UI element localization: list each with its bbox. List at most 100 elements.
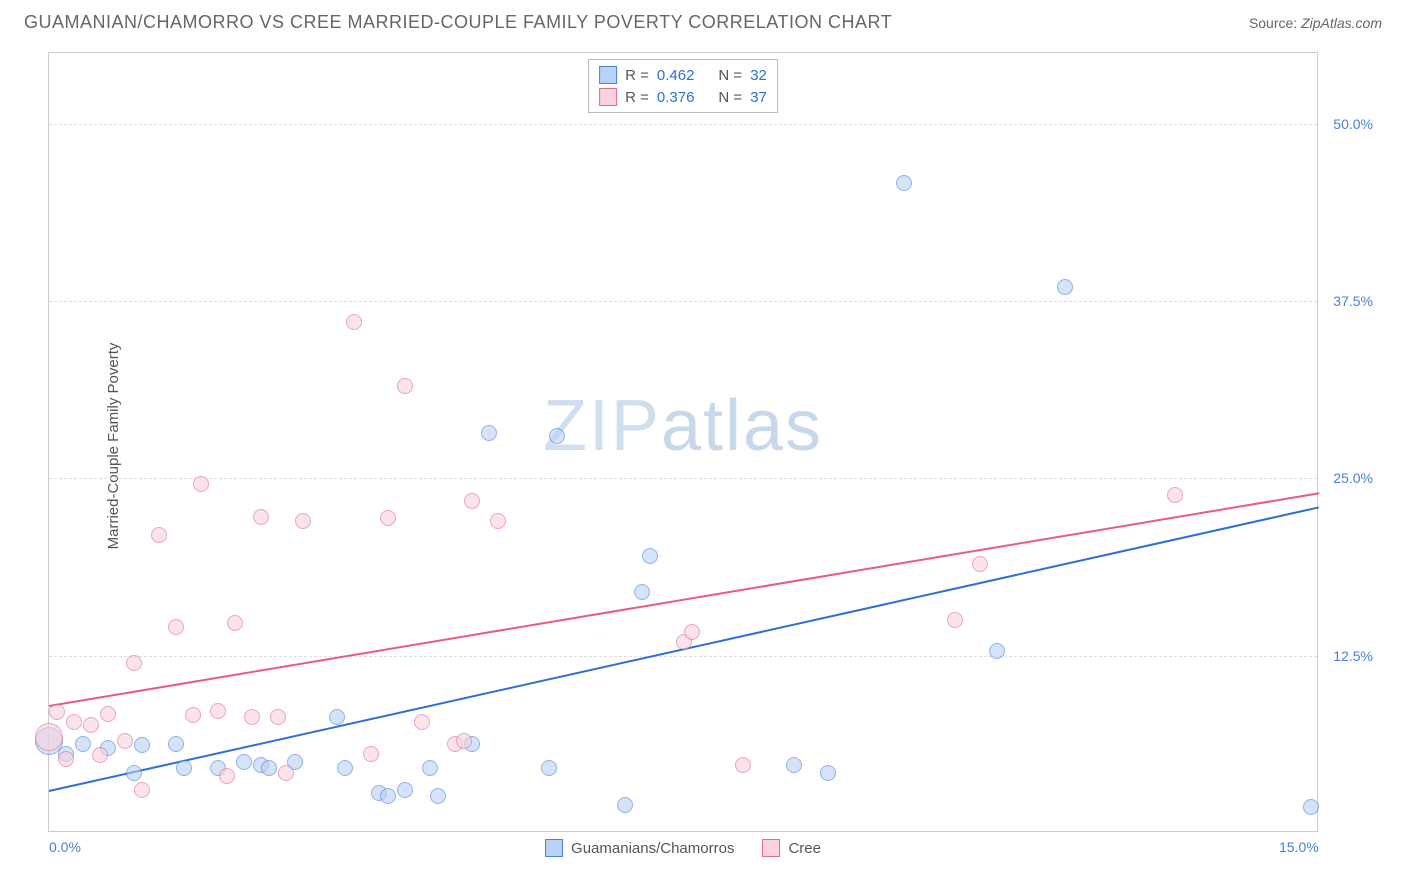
stat-n-label: N = — [718, 89, 742, 106]
data-point-series-0 — [1057, 279, 1073, 295]
data-point-series-0 — [329, 709, 345, 725]
legend-swatch-0 — [545, 839, 563, 857]
source-attribution: Source: ZipAtlas.com — [1249, 15, 1382, 31]
data-point-series-1 — [193, 476, 209, 492]
data-point-series-1 — [244, 709, 260, 725]
legend-item-1: Cree — [762, 839, 821, 857]
data-point-series-0 — [617, 797, 633, 813]
data-point-series-1 — [117, 733, 133, 749]
data-point-series-1 — [100, 706, 116, 722]
stats-row-series-0: R = 0.462 N = 32 — [599, 64, 767, 86]
y-tick-label: 25.0% — [1333, 470, 1373, 486]
stats-row-series-1: R = 0.376 N = 37 — [599, 86, 767, 108]
stats-legend-box: R = 0.462 N = 32 R = 0.376 N = 37 — [588, 59, 778, 113]
data-point-series-0 — [380, 788, 396, 804]
stat-r-value-0: 0.462 — [657, 67, 695, 84]
data-point-series-0 — [820, 765, 836, 781]
watermark-part2: atlas — [661, 386, 823, 466]
stat-n-value-0: 32 — [750, 67, 767, 84]
legend-item-0: Guamanians/Chamorros — [545, 839, 734, 857]
data-point-series-0 — [126, 765, 142, 781]
swatch-series-1 — [599, 88, 617, 106]
data-point-series-1 — [414, 714, 430, 730]
data-point-series-0 — [337, 760, 353, 776]
data-point-series-1 — [972, 556, 988, 572]
x-tick-label: 15.0% — [1279, 839, 1319, 855]
stat-r-label: R = — [625, 67, 649, 84]
data-point-series-1 — [947, 612, 963, 628]
data-point-series-1 — [684, 624, 700, 640]
data-point-series-1 — [490, 513, 506, 529]
legend-swatch-1 — [762, 839, 780, 857]
data-point-series-0 — [397, 782, 413, 798]
data-point-series-1 — [134, 782, 150, 798]
data-point-series-0 — [481, 425, 497, 441]
y-tick-label: 12.5% — [1333, 648, 1373, 664]
source-prefix: Source: — [1249, 15, 1301, 31]
data-point-series-0 — [896, 175, 912, 191]
gridline — [49, 656, 1317, 657]
stat-n-value-1: 37 — [750, 89, 767, 106]
data-point-series-1 — [346, 314, 362, 330]
data-point-series-0 — [176, 760, 192, 776]
source-name: ZipAtlas.com — [1301, 15, 1382, 31]
stat-n-label: N = — [718, 67, 742, 84]
data-point-series-0 — [134, 737, 150, 753]
data-point-series-1 — [219, 768, 235, 784]
x-tick-label: 0.0% — [49, 839, 81, 855]
data-point-series-1 — [380, 510, 396, 526]
data-point-series-1 — [83, 717, 99, 733]
data-point-series-0 — [634, 584, 650, 600]
data-point-series-1 — [278, 765, 294, 781]
data-point-series-1 — [35, 723, 63, 751]
data-point-series-0 — [168, 736, 184, 752]
data-point-series-0 — [236, 754, 252, 770]
data-point-series-0 — [261, 760, 277, 776]
legend-label-1: Cree — [788, 840, 821, 857]
data-point-series-1 — [1167, 487, 1183, 503]
stat-r-value-1: 0.376 — [657, 89, 695, 106]
watermark: ZIPatlas — [543, 385, 823, 467]
data-point-series-0 — [75, 736, 91, 752]
data-point-series-1 — [227, 615, 243, 631]
gridline — [49, 301, 1317, 302]
data-point-series-1 — [185, 707, 201, 723]
scatter-chart: ZIPatlas R = 0.462 N = 32 R = 0.376 N = … — [48, 52, 1318, 832]
data-point-series-1 — [456, 733, 472, 749]
data-point-series-0 — [422, 760, 438, 776]
data-point-series-0 — [989, 643, 1005, 659]
data-point-series-1 — [397, 378, 413, 394]
gridline — [49, 124, 1317, 125]
data-point-series-0 — [430, 788, 446, 804]
data-point-series-0 — [541, 760, 557, 776]
legend-label-0: Guamanians/Chamorros — [571, 840, 734, 857]
swatch-series-0 — [599, 66, 617, 84]
data-point-series-1 — [464, 493, 480, 509]
data-point-series-1 — [363, 746, 379, 762]
trendline-series-0 — [49, 507, 1319, 793]
trendline-series-1 — [49, 493, 1319, 708]
chart-title: GUAMANIAN/CHAMORRO VS CREE MARRIED-COUPL… — [24, 12, 892, 33]
data-point-series-1 — [151, 527, 167, 543]
data-point-series-0 — [642, 548, 658, 564]
data-point-series-1 — [58, 751, 74, 767]
data-point-series-1 — [126, 655, 142, 671]
gridline — [49, 478, 1317, 479]
data-point-series-1 — [735, 757, 751, 773]
y-tick-label: 37.5% — [1333, 293, 1373, 309]
data-point-series-1 — [92, 747, 108, 763]
data-point-series-1 — [66, 714, 82, 730]
data-point-series-1 — [295, 513, 311, 529]
watermark-part1: ZIP — [543, 386, 661, 466]
data-point-series-1 — [253, 509, 269, 525]
series-legend: Guamanians/Chamorros Cree — [545, 839, 821, 857]
data-point-series-0 — [786, 757, 802, 773]
data-point-series-1 — [270, 709, 286, 725]
stat-r-label: R = — [625, 89, 649, 106]
data-point-series-0 — [549, 428, 565, 444]
data-point-series-1 — [49, 704, 65, 720]
data-point-series-0 — [1303, 799, 1319, 815]
data-point-series-1 — [168, 619, 184, 635]
data-point-series-1 — [210, 703, 226, 719]
y-tick-label: 50.0% — [1333, 116, 1373, 132]
